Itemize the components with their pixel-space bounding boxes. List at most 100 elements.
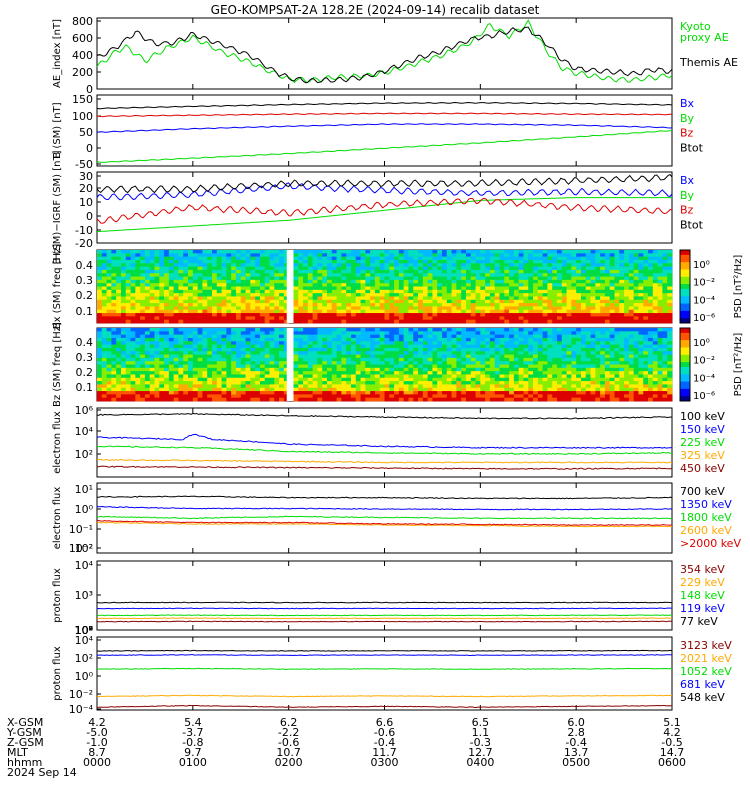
heatmap-cell xyxy=(432,283,438,287)
heatmap-cell xyxy=(274,341,280,345)
heatmap-cell xyxy=(350,341,357,345)
heatmap-cell xyxy=(413,331,419,336)
heatmap-cell xyxy=(619,289,625,294)
heatmap-cell xyxy=(571,341,577,345)
heatmap-cell xyxy=(226,354,232,359)
heatmap-cell xyxy=(624,313,630,317)
heatmap-cell xyxy=(346,319,352,324)
heatmap-cell xyxy=(384,364,390,369)
heatmap-cell xyxy=(293,374,299,379)
heatmap-cell xyxy=(164,381,170,385)
heatmap-cell xyxy=(202,337,208,342)
heatmap-cell xyxy=(667,263,673,267)
heatmap-cell xyxy=(207,283,213,287)
heatmap-cell xyxy=(489,286,496,291)
heatmap-cell xyxy=(135,328,141,332)
heatmap-cell xyxy=(135,263,141,267)
heatmap-cell xyxy=(226,306,232,311)
heatmap-cell xyxy=(341,344,347,349)
heatmap-cell xyxy=(226,387,232,392)
heatmap-cell xyxy=(183,364,189,369)
heatmap-cell xyxy=(154,309,160,314)
heatmap-cell xyxy=(585,253,591,258)
heatmap-cell xyxy=(322,253,328,258)
heatmap-cell xyxy=(336,337,342,342)
heatmap-cell xyxy=(221,269,227,274)
heatmap-cell xyxy=(360,316,366,321)
heatmap-cell xyxy=(398,299,405,304)
heatmap-cell xyxy=(331,364,337,369)
heatmap-cell xyxy=(552,283,558,287)
heatmap-cell xyxy=(130,361,136,365)
heatmap-cell xyxy=(298,387,304,392)
heatmap-cell xyxy=(341,313,347,317)
heatmap-cell xyxy=(159,299,165,304)
heatmap-cell xyxy=(269,354,275,359)
heatmap-cell xyxy=(542,354,548,359)
heatmap-cell xyxy=(192,286,199,291)
heatmap-cell xyxy=(154,351,160,355)
heatmap-cell xyxy=(293,273,299,277)
heatmap-cell xyxy=(365,337,371,342)
heatmap-cell xyxy=(154,357,160,362)
heatmap-cell xyxy=(293,276,299,281)
heatmap-cell xyxy=(255,293,261,297)
heatmap-cell xyxy=(245,273,251,277)
heatmap-cell xyxy=(394,253,400,258)
heatmap-cell xyxy=(566,354,572,359)
heatmap-cell xyxy=(456,397,462,402)
heatmap-cell xyxy=(398,319,405,324)
heatmap-cell xyxy=(346,293,352,297)
heatmap-cell xyxy=(269,344,275,349)
heatmap-cell xyxy=(571,289,577,294)
heatmap-cell xyxy=(518,371,524,375)
heatmap-cell xyxy=(456,296,462,301)
heatmap-cell xyxy=(609,269,615,274)
heatmap-cell xyxy=(97,341,103,345)
heatmap-cell xyxy=(307,381,314,385)
heatmap-cell xyxy=(355,364,361,369)
heatmap-cell xyxy=(398,371,405,375)
heatmap-cell xyxy=(312,391,318,395)
heatmap-cell xyxy=(346,250,352,254)
heatmap-cell xyxy=(389,319,395,324)
heatmap-cell xyxy=(106,381,112,385)
heatmap-cell xyxy=(130,357,136,362)
heatmap-cell xyxy=(624,253,630,258)
heatmap-cell xyxy=(327,276,333,281)
heatmap-cell xyxy=(648,309,654,314)
heatmap-cell xyxy=(264,374,270,379)
heatmap-cell xyxy=(624,316,630,321)
heatmap-cell xyxy=(657,253,663,258)
heatmap-cell xyxy=(202,381,208,385)
heatmap-cell xyxy=(384,259,390,264)
heatmap-cell xyxy=(513,331,520,336)
heatmap-cell xyxy=(168,371,175,375)
heatmap-cell xyxy=(259,283,266,287)
heatmap-cell xyxy=(499,384,505,389)
heatmap-cell xyxy=(144,293,151,297)
heatmap-cell xyxy=(442,309,448,314)
heatmap-cell xyxy=(509,391,515,395)
heatmap-cell xyxy=(413,269,419,274)
heatmap-cell xyxy=(197,266,203,271)
heatmap-cell xyxy=(451,303,457,307)
heatmap-cell xyxy=(566,391,572,395)
heatmap-cell xyxy=(293,377,299,382)
heatmap-cell xyxy=(188,283,194,287)
heatmap-cell xyxy=(116,286,122,291)
heatmap-cell xyxy=(475,381,481,385)
heatmap-cell xyxy=(130,309,136,314)
heatmap-cell xyxy=(513,276,520,281)
heatmap-cell xyxy=(250,279,256,284)
heatmap-cell xyxy=(509,377,515,382)
heatmap-cell xyxy=(149,250,155,254)
heatmap-cell xyxy=(413,283,419,287)
heatmap-cell xyxy=(604,269,611,274)
heatmap-cell xyxy=(437,364,443,369)
heatmap-cell xyxy=(475,371,481,375)
heatmap-cell xyxy=(427,289,433,294)
heatmap-cell xyxy=(197,250,203,254)
heatmap-cell xyxy=(461,319,467,324)
heatmap-cell xyxy=(614,253,620,258)
